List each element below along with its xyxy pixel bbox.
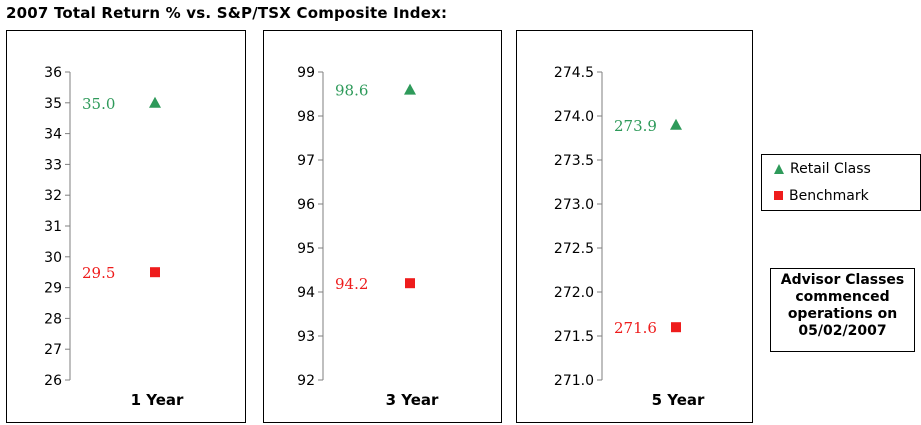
y-tick-label: 28 (44, 311, 62, 327)
advisor-note: Advisor Classes commenced operations on … (770, 268, 915, 352)
y-tick-label: 94 (297, 285, 315, 301)
retail-data-label: 35.0 (82, 95, 115, 113)
retail-marker (149, 96, 161, 108)
y-tick-label: 27 (44, 342, 62, 358)
y-tick-label: 93 (297, 329, 315, 345)
retail-marker (404, 83, 416, 95)
benchmark-marker (671, 322, 681, 333)
chart-title: 2007 Total Return % vs. S&P/TSX Composit… (6, 4, 448, 22)
note-line-3: operations on (787, 306, 898, 322)
y-tick-label: 95 (297, 241, 315, 257)
benchmark-data-label: 271.6 (614, 319, 657, 337)
y-tick-label: 34 (44, 127, 62, 143)
y-tick-label: 30 (44, 250, 62, 266)
chart-panel-1 (6, 30, 246, 423)
benchmark-marker (405, 278, 415, 289)
square-marker-icon (774, 191, 783, 200)
chart-panel-2 (263, 30, 502, 423)
benchmark-data-label: 94.2 (335, 275, 368, 293)
note-line-2: commenced (795, 289, 890, 305)
x-axis-label: 5 Year (652, 391, 705, 409)
y-tick-label: 274.5 (554, 65, 594, 81)
legend: Retail Class Benchmark (761, 154, 921, 211)
benchmark-marker (150, 267, 160, 278)
y-tick-label: 26 (44, 373, 62, 389)
chart-panel-3 (516, 30, 753, 423)
y-tick-label: 98 (297, 109, 315, 125)
y-tick-label: 96 (297, 197, 315, 213)
y-tick-label: 33 (44, 157, 62, 173)
benchmark-data-label: 29.5 (82, 264, 115, 282)
retail-data-label: 273.9 (614, 117, 657, 135)
y-tick-label: 274.0 (554, 109, 594, 125)
x-axis-label: 3 Year (386, 391, 439, 409)
y-tick-label: 36 (44, 65, 62, 81)
y-tick-label: 97 (297, 153, 315, 169)
legend-label-retail: Retail Class (790, 161, 871, 177)
y-tick-label: 99 (297, 65, 315, 81)
legend-item-retail: Retail Class (774, 161, 871, 177)
y-tick-label: 29 (44, 281, 62, 297)
legend-item-benchmark: Benchmark (774, 188, 869, 204)
y-tick-label: 273.5 (554, 153, 594, 169)
y-tick-label: 272.0 (554, 285, 594, 301)
note-line-1: Advisor Classes (780, 272, 905, 288)
retail-data-label: 98.6 (335, 82, 368, 100)
note-line-4: 05/02/2007 (798, 323, 887, 339)
y-tick-label: 31 (44, 219, 62, 235)
retail-marker (670, 118, 682, 130)
y-tick-label: 273.0 (554, 197, 594, 213)
x-axis-label: 1 Year (131, 391, 184, 409)
triangle-marker-icon (774, 164, 784, 174)
legend-label-benchmark: Benchmark (789, 188, 869, 204)
y-tick-label: 272.5 (554, 241, 594, 257)
y-tick-label: 271.0 (554, 373, 594, 389)
y-tick-label: 32 (44, 188, 62, 204)
y-tick-label: 92 (297, 373, 315, 389)
y-tick-label: 271.5 (554, 329, 594, 345)
y-tick-label: 35 (44, 96, 62, 112)
